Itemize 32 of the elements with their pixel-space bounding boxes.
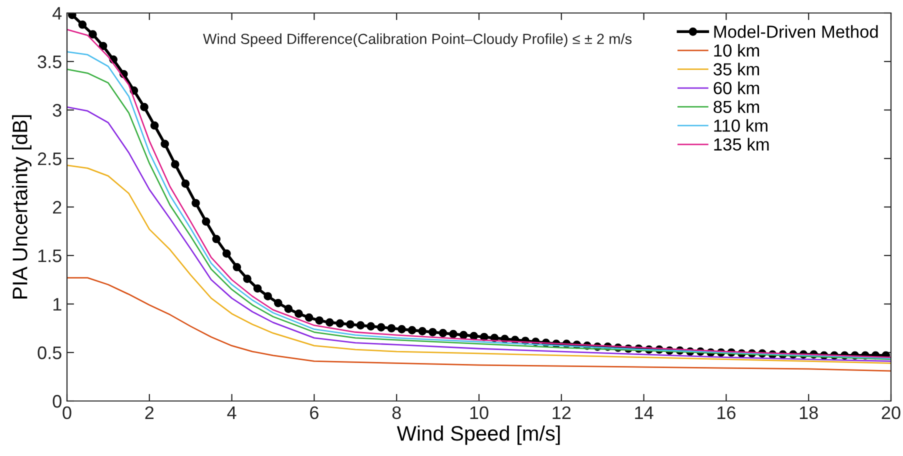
y-tick-label: 2.5 xyxy=(38,152,62,166)
x-axis-title: Wind Speed [m/s] xyxy=(396,425,560,445)
legend-label: Model-Driven Method xyxy=(714,25,878,38)
x-tick-label: 4 xyxy=(227,406,236,419)
line-series xyxy=(67,164,891,364)
x-tick-label: 12 xyxy=(552,406,571,419)
legend-label: 10 km xyxy=(714,44,760,57)
x-tick-label: 16 xyxy=(718,406,736,420)
line-series xyxy=(67,277,891,372)
x-tick-label: 0 xyxy=(62,406,72,420)
legend-label: 60 km xyxy=(714,82,760,94)
y-tick-label: 3 xyxy=(52,104,62,117)
annotation: Wind Speed Difference(Calibration Point–Cloudy Profile) ≤ ± 2 m/s xyxy=(203,33,632,47)
legend-label: 85 km xyxy=(714,100,760,114)
x-tick-label: 8 xyxy=(392,406,401,420)
y-tick-label: 0 xyxy=(52,394,62,408)
y-tick-label: 4 xyxy=(52,7,62,20)
y-tick-label: 1.5 xyxy=(38,250,62,262)
x-tick-label: 10 xyxy=(470,406,488,420)
y-axis-title: PIA Uncertainty [dB] xyxy=(12,115,32,299)
y-tick-label: 1 xyxy=(53,298,62,311)
legend-label: 110 km xyxy=(714,119,768,132)
y-tick-label: 3.5 xyxy=(38,55,62,68)
legend-label: 35 km xyxy=(714,62,760,76)
x-tick-label: 20 xyxy=(882,406,900,420)
x-tick-label: 18 xyxy=(800,406,818,420)
x-tick-label: 14 xyxy=(635,406,654,419)
x-tick-label: 6 xyxy=(310,406,318,420)
y-tick-label: 2 xyxy=(53,200,62,214)
x-tick-label: 2 xyxy=(145,406,154,419)
legend-label: 135 km xyxy=(714,138,769,151)
y-tick-label: 0.5 xyxy=(38,346,62,360)
